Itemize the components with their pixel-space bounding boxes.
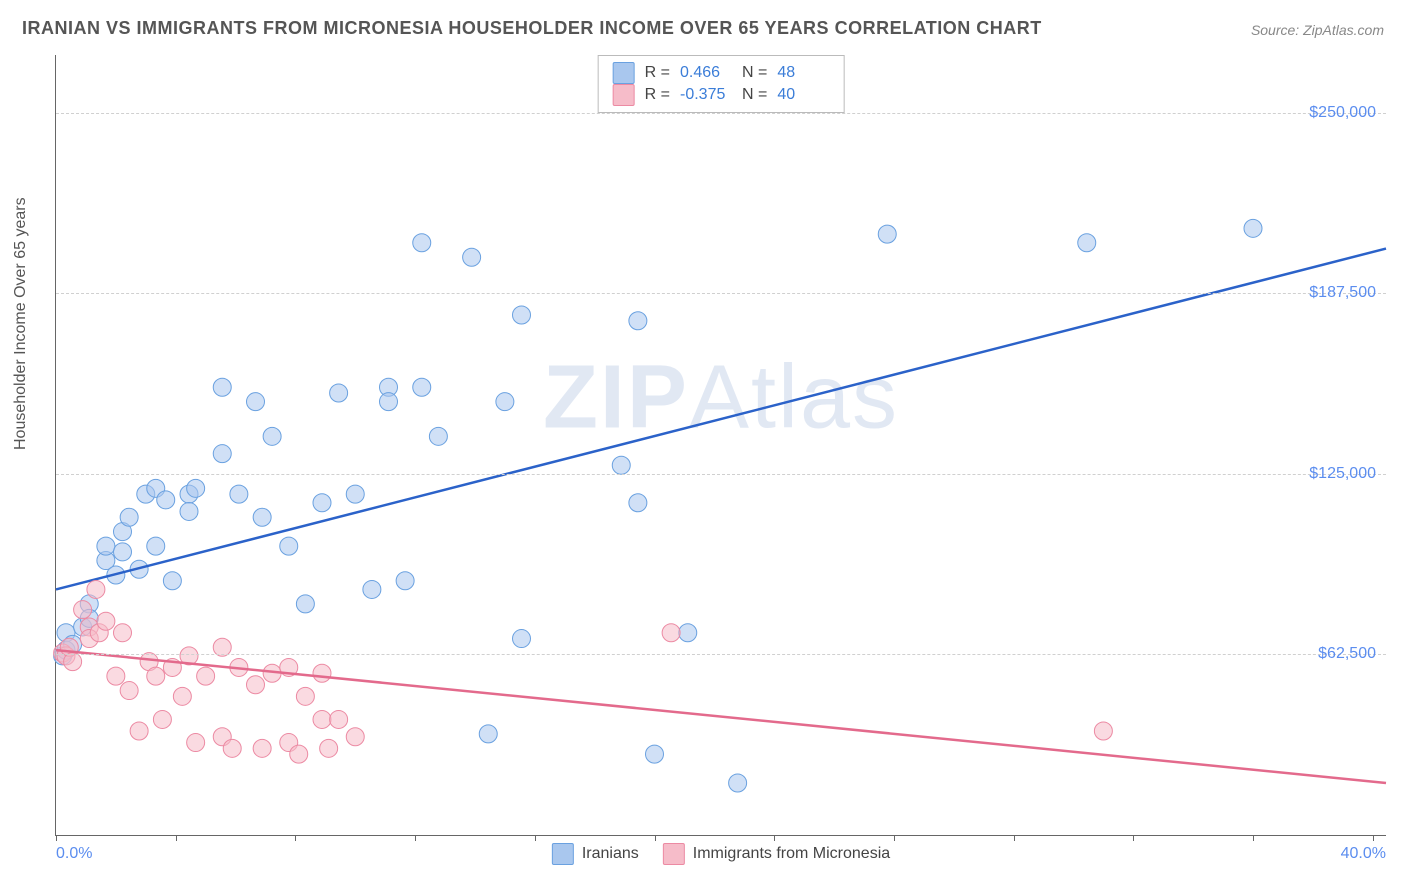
x-min-label: 0.0% [56,845,92,863]
scatter-point [463,248,481,266]
scatter-point [147,667,165,685]
x-tick [1373,835,1374,841]
scatter-point [223,739,241,757]
scatter-point [114,624,132,642]
scatter-point [180,502,198,520]
legend-swatch-iranians [552,843,574,865]
scatter-point [313,664,331,682]
scatter-point [87,580,105,598]
plot-area: ZIPAtlas R = 0.466 N = 48 R = -0.375 N =… [55,55,1386,836]
scatter-point [120,682,138,700]
scatter-point [1078,234,1096,252]
y-tick-label: $125,000 [1309,465,1376,483]
scatter-point [163,572,181,590]
scatter-point [74,601,92,619]
scatter-point [380,393,398,411]
legend-item-micronesia: Immigrants from Micronesia [663,843,890,865]
x-tick [535,835,536,841]
scatter-point [413,378,431,396]
x-tick [1133,835,1134,841]
scatter-point [97,537,115,555]
scatter-point [413,234,431,252]
legend-item-iranians: Iranians [552,843,639,865]
scatter-point [197,667,215,685]
scatter-point [363,580,381,598]
scatter-point [157,491,175,509]
x-tick [894,835,895,841]
x-tick [1014,835,1015,841]
scatter-point [629,494,647,512]
scatter-point [253,508,271,526]
x-tick [1253,835,1254,841]
scatter-point [280,537,298,555]
scatter-point [330,710,348,728]
x-tick [295,835,296,841]
scatter-point [679,624,697,642]
scatter-point [330,384,348,402]
chart-container: IRANIAN VS IMMIGRANTS FROM MICRONESIA HO… [0,0,1406,892]
x-tick [774,835,775,841]
scatter-point [396,572,414,590]
scatter-point [1244,219,1262,237]
scatter-point [346,728,364,746]
scatter-point [290,745,308,763]
scatter-point [479,725,497,743]
source-label: Source: ZipAtlas.com [1251,22,1384,38]
scatter-point [187,734,205,752]
scatter-point [153,710,171,728]
scatter-point [646,745,664,763]
scatter-point [320,739,338,757]
y-tick-label: $62,500 [1318,645,1376,663]
y-tick-label: $250,000 [1309,104,1376,122]
scatter-point [263,427,281,445]
scatter-point [187,479,205,497]
scatter-point [247,676,265,694]
legend-swatch-micronesia [663,843,685,865]
scatter-point [729,774,747,792]
chart-title: IRANIAN VS IMMIGRANTS FROM MICRONESIA HO… [22,18,1042,39]
scatter-point [496,393,514,411]
scatter-point [878,225,896,243]
scatter-point [173,687,191,705]
y-axis-label: Householder Income Over 65 years [12,197,30,450]
x-tick [176,835,177,841]
scatter-point [107,667,125,685]
scatter-point [1094,722,1112,740]
scatter-point [346,485,364,503]
legend-label-micronesia: Immigrants from Micronesia [693,845,890,863]
scatter-point [662,624,680,642]
scatter-point [429,427,447,445]
scatter-point [313,494,331,512]
scatter-point [247,393,265,411]
trend-line [56,249,1386,590]
scatter-point [213,378,231,396]
x-tick [655,835,656,841]
plot-svg [56,55,1386,835]
scatter-point [114,543,132,561]
legend-label-iranians: Iranians [582,845,639,863]
scatter-point [213,445,231,463]
x-tick [415,835,416,841]
scatter-point [296,687,314,705]
scatter-point [253,739,271,757]
x-tick [56,835,57,841]
x-max-label: 40.0% [1341,845,1386,863]
scatter-point [612,456,630,474]
series-legend: Iranians Immigrants from Micronesia [552,843,890,865]
scatter-point [230,485,248,503]
scatter-point [313,710,331,728]
scatter-point [296,595,314,613]
scatter-point [513,630,531,648]
scatter-point [120,508,138,526]
scatter-point [513,306,531,324]
scatter-point [130,722,148,740]
scatter-point [629,312,647,330]
y-tick-label: $187,500 [1309,284,1376,302]
scatter-point [97,612,115,630]
scatter-point [147,537,165,555]
trend-line [56,650,1386,783]
